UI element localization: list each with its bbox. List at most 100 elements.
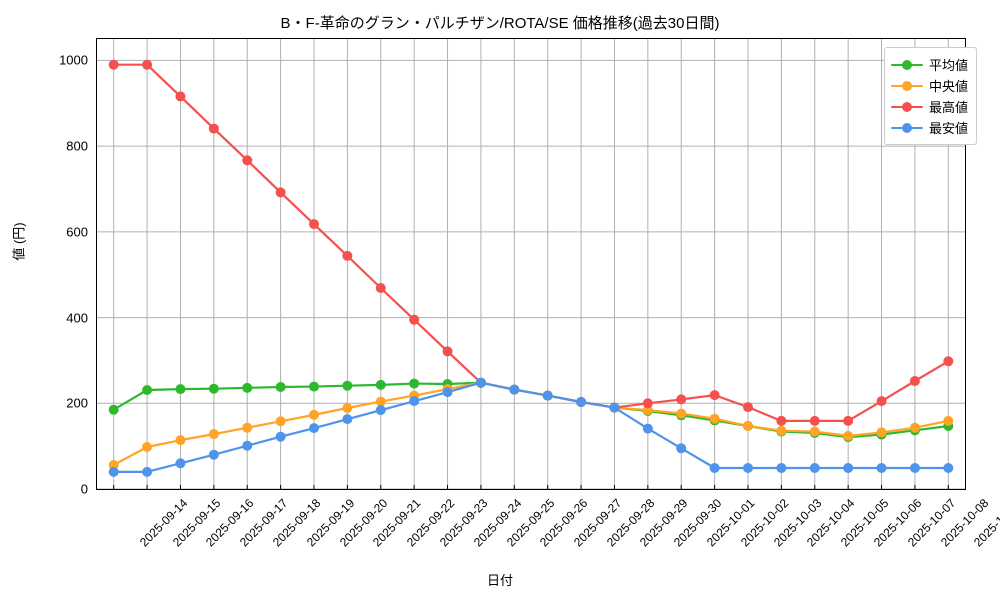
data-point — [743, 421, 753, 431]
data-point — [442, 346, 453, 357]
data-point — [309, 219, 319, 230]
data-point — [275, 187, 286, 198]
data-point — [208, 123, 219, 134]
data-point — [943, 356, 954, 367]
data-point — [242, 440, 253, 451]
y-tick-label: 0 — [80, 481, 88, 497]
data-point — [909, 376, 920, 386]
data-point — [375, 405, 386, 416]
data-point — [142, 385, 153, 395]
data-point — [542, 390, 553, 401]
plot-svg — [97, 39, 965, 489]
legend-entry[interactable]: 最安値 — [891, 117, 968, 138]
data-point — [242, 422, 253, 433]
y-tick-label: 400 — [66, 310, 88, 326]
data-point — [208, 429, 219, 440]
data-point — [375, 396, 386, 407]
data-point — [175, 458, 186, 469]
data-point — [409, 396, 420, 407]
data-point — [876, 463, 887, 473]
legend-label: 最安値 — [929, 121, 969, 136]
data-point — [175, 91, 186, 102]
data-point — [642, 405, 653, 416]
data-point — [809, 415, 820, 426]
series-markers — [108, 59, 954, 477]
series-line — [112, 63, 950, 422]
data-point — [108, 59, 119, 70]
data-point — [142, 466, 153, 477]
data-point — [309, 409, 319, 420]
y-axis-label: 値 (円) — [11, 222, 27, 261]
data-point — [609, 402, 620, 413]
data-point — [843, 430, 854, 441]
data-point — [208, 449, 219, 460]
data-point — [309, 381, 319, 392]
data-point — [743, 402, 753, 413]
data-point — [242, 382, 253, 393]
data-point — [943, 463, 954, 473]
data-point — [843, 463, 854, 473]
data-point — [709, 390, 720, 401]
legend-swatch-icon — [891, 122, 923, 134]
data-point — [375, 283, 386, 293]
data-point — [909, 463, 920, 473]
y-tick-label: 200 — [66, 395, 88, 411]
legend-swatch-icon — [891, 101, 923, 113]
data-point — [776, 425, 787, 436]
data-point — [208, 383, 219, 394]
data-point — [576, 397, 587, 407]
data-point — [943, 415, 954, 426]
data-point — [409, 314, 420, 325]
series-line — [112, 381, 950, 467]
data-point — [442, 387, 453, 398]
data-point — [843, 415, 854, 426]
data-point — [776, 463, 787, 473]
data-point — [809, 463, 820, 473]
data-point — [375, 379, 386, 390]
chart-legend: 平均値中央値最高値最安値 — [884, 47, 978, 145]
y-tick-label: 1000 — [59, 52, 88, 68]
data-point — [108, 404, 119, 415]
data-point — [342, 380, 353, 391]
data-point — [676, 394, 687, 405]
y-tick-label: 600 — [66, 224, 88, 240]
data-point — [108, 466, 119, 477]
data-point — [142, 59, 153, 70]
x-axis-label: 日付 — [486, 573, 513, 588]
data-point — [642, 398, 653, 409]
x-axis-tick-labels: 2025-09-14 2025-09-15 2025-09-16 2025-09-17… — [96, 490, 1000, 570]
data-point — [876, 396, 887, 407]
series-lines — [112, 63, 950, 473]
data-point — [809, 426, 820, 437]
data-point — [876, 427, 887, 438]
legend-entry[interactable]: 最高値 — [891, 96, 968, 117]
data-point — [676, 443, 687, 454]
legend-swatch-icon — [891, 59, 923, 71]
data-point — [242, 155, 253, 166]
y-tick-label: 800 — [66, 138, 88, 154]
data-point — [175, 435, 186, 446]
data-point — [309, 423, 319, 434]
legend-label: 中央値 — [929, 79, 969, 94]
data-point — [409, 378, 420, 389]
series-line — [112, 381, 950, 473]
legend-entry[interactable]: 中央値 — [891, 75, 968, 96]
data-point — [475, 377, 486, 388]
legend-label: 平均値 — [929, 58, 969, 73]
data-point — [909, 422, 920, 433]
legend-entry[interactable]: 平均値 — [891, 54, 968, 75]
data-point — [509, 384, 520, 395]
legend-label: 最高値 — [929, 100, 969, 115]
data-point — [342, 414, 353, 425]
data-point — [275, 431, 286, 442]
chart-title: B・F-革命のグラン・パルチザン/ROTA/SE 価格推移(過去30日間) — [280, 15, 720, 32]
data-point — [275, 382, 286, 392]
y-axis-tick-labels: 0 200 400 600 800 1000 — [40, 38, 88, 497]
data-point — [642, 423, 653, 434]
plot-area — [96, 38, 966, 490]
data-point — [776, 415, 787, 426]
data-point — [142, 442, 153, 452]
data-point — [709, 413, 720, 424]
data-point — [275, 416, 286, 427]
data-point — [108, 460, 119, 470]
